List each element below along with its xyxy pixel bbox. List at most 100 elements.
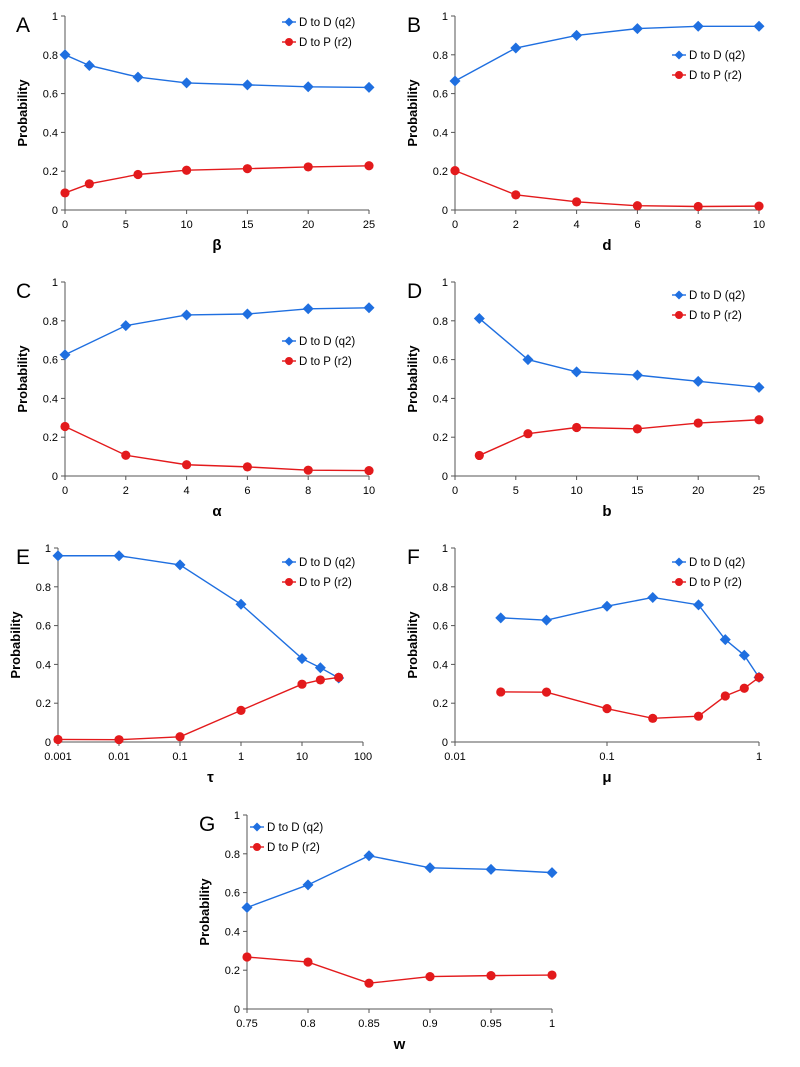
- panel-d-q2-point: [473, 312, 485, 324]
- panel-a-ytick-label: 0: [52, 205, 58, 217]
- panel-e-q2-point: [296, 653, 308, 665]
- panel-d-ytick-label: 1: [442, 277, 448, 289]
- panel-b-legend-q2-label: D to D (q2): [689, 50, 745, 62]
- panel-f-r2-point: [496, 687, 506, 697]
- panel-f-xtick-label: 0.1: [599, 751, 614, 763]
- panel-e-y-title: Probability: [8, 611, 23, 679]
- panel-d-q2-point: [522, 354, 534, 366]
- panel-e-xtick-label: 0.001: [44, 751, 72, 763]
- panel-a-series-q2-line: [64, 54, 370, 89]
- panel-f-q2-point: [495, 612, 507, 624]
- panel-f-r2-point: [693, 711, 704, 721]
- panel-b-ytick-label: 0.4: [433, 127, 448, 139]
- panel-d-x-title: b: [602, 503, 611, 520]
- panel-d-legend-r2-marker: [675, 311, 683, 319]
- panel-f-legend-r2-label: D to P (r2): [689, 577, 742, 589]
- panel-c-q2-point: [120, 320, 132, 332]
- panel-a-x-title: β: [212, 237, 221, 254]
- panel-g-ytick-label: 0.6: [225, 888, 240, 900]
- panel-c-series-q2-line: [64, 307, 370, 356]
- panel-a-r2-point: [242, 164, 252, 174]
- panel-a-q2-point: [83, 59, 95, 71]
- panel-a-ytick-label: 1: [52, 11, 58, 23]
- panel-c-ytick-label: 1: [52, 277, 58, 289]
- panel-c-r2-point: [303, 465, 313, 475]
- panel-c-ytick-label: 0.8: [43, 316, 58, 328]
- panel-f-r2-point: [720, 691, 730, 701]
- panel-a-xtick-label: 5: [123, 219, 129, 231]
- panel-b-legend: D to D (q2) D to P (r2): [672, 50, 745, 82]
- panel-e-xtick-label: 1: [238, 751, 244, 763]
- panel-c-letter: C: [16, 280, 31, 303]
- panel-g-ytick-label: 1: [234, 810, 240, 822]
- panel-b-x-title: d: [602, 237, 611, 254]
- panel-f-legend-r2-marker: [675, 578, 683, 586]
- panel-f-q2-point: [647, 591, 659, 603]
- panel-b-letter: B: [407, 14, 421, 37]
- panel-e-series-q2-line: [58, 555, 340, 679]
- panel-f-ytick-label: 0.4: [433, 659, 448, 671]
- panel-g-legend-r2-marker: [253, 843, 261, 851]
- panel-a-ytick-label: 0.4: [43, 127, 58, 139]
- panel-e-series-r2-line: [57, 676, 339, 741]
- panel-g-r2-point: [547, 970, 557, 980]
- panel-g-xtick-label: 0.95: [480, 1018, 501, 1030]
- panel-a-legend-q2-marker: [284, 17, 294, 27]
- panel-c-series-r2-line: [64, 425, 370, 472]
- panel-c-legend: D to D (q2) D to P (r2): [282, 336, 355, 368]
- panel-e-legend-q2-label: D to D (q2): [299, 557, 355, 569]
- panel-a-q2-point: [363, 81, 375, 93]
- panel-f-ytick-label: 0.8: [433, 582, 448, 594]
- panel-g-r2-point: [242, 952, 252, 962]
- panel-g-q2-point: [363, 850, 375, 862]
- panel-f: F 0 0.2 0.4 0.6 0.8 1 0.01 0.1 1 μ Probability D to …: [405, 543, 765, 786]
- panel-f-series-q2-line: [500, 596, 760, 678]
- panel-b-legend-r2-marker: [675, 71, 683, 79]
- panel-a-r2-point: [84, 179, 94, 189]
- panel-b-r2-point: [693, 201, 703, 212]
- panel-e-r2-point: [315, 675, 325, 685]
- panel-e-xtick-label: 100: [354, 751, 372, 763]
- panel-f-r2-point: [754, 672, 764, 682]
- panel-e-ytick-label: 0.2: [36, 698, 51, 710]
- panel-e-r2-point: [53, 734, 63, 745]
- panel-e-ytick-label: 0.6: [36, 621, 51, 633]
- panel-f-q2-point: [541, 614, 553, 626]
- panel-f-r2-point: [602, 704, 612, 714]
- panel-c-y-title: Probability: [15, 345, 30, 413]
- panel-c-r2-point: [60, 421, 70, 432]
- panel-a-xtick-label: 15: [241, 219, 253, 231]
- panel-f-series-r2-line: [500, 676, 760, 720]
- panel-b-legend-q2-marker: [674, 50, 684, 60]
- panel-f-xtick-label: 1: [756, 751, 762, 763]
- panel-e-ytick-label: 0.4: [36, 659, 51, 671]
- panel-e-r2-point: [175, 732, 185, 742]
- panel-d-xtick-label: 25: [753, 485, 765, 497]
- panel-f-x-title: μ: [602, 769, 611, 786]
- panel-c-q2-point: [302, 303, 314, 315]
- panel-c-q2-point: [59, 349, 71, 361]
- panel-f-ytick-label: 0.2: [433, 698, 448, 710]
- panel-f-q2-point: [601, 600, 613, 612]
- panel-b-series-q2-line: [454, 25, 759, 82]
- panel-f-y-title: Probability: [405, 611, 420, 679]
- panel-c-r2-point: [182, 460, 192, 470]
- panel-a-r2-point: [364, 161, 374, 171]
- panel-d-q2-point: [753, 381, 765, 393]
- panel-b-q2-point: [753, 20, 765, 32]
- panel-a-q2-point: [302, 81, 314, 93]
- panel-b-ytick-label: 0.6: [433, 89, 448, 101]
- panel-f-q2-point: [719, 634, 731, 646]
- panel-g-r2-point: [364, 978, 374, 988]
- panel-d-ytick-label: 0.2: [433, 432, 448, 444]
- panel-g-q2-point: [424, 862, 436, 874]
- panel-e-legend-q2-marker: [284, 557, 294, 567]
- panel-b-r2-point: [754, 201, 764, 211]
- panel-g-q2-point: [485, 863, 497, 875]
- panel-g-legend: D to D (q2) D to P (r2): [250, 822, 323, 854]
- panel-g-y-title: Probability: [197, 878, 212, 946]
- panel-d-xtick-label: 20: [692, 485, 704, 497]
- panel-c-r2-point: [364, 465, 374, 476]
- panel-a-q2-point: [241, 79, 253, 91]
